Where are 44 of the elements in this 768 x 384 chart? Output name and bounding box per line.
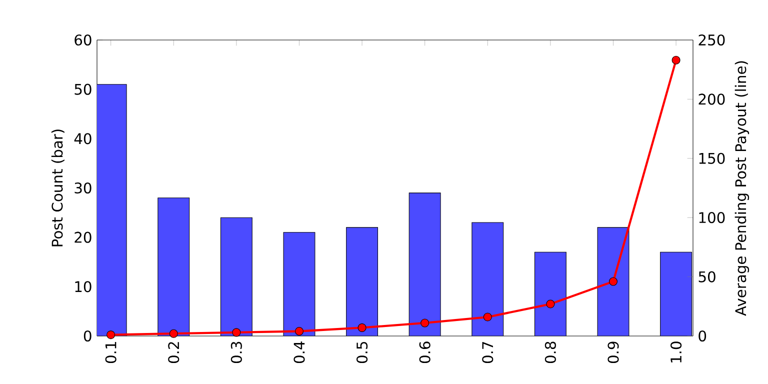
bar — [284, 232, 315, 336]
point — [608, 277, 618, 286]
x-tick-label: 0.9 — [608, 342, 619, 364]
y2-tick-label: 200 — [698, 94, 725, 105]
point — [358, 323, 366, 332]
x-tick-label: 0.1 — [105, 342, 116, 364]
point — [420, 318, 430, 328]
y-tick-label: 40 — [74, 133, 92, 144]
bar — [660, 252, 692, 336]
point — [483, 312, 492, 322]
bar — [409, 192, 441, 336]
x-tick-label: 0.6 — [419, 342, 430, 364]
x-tick-label: 0.4 — [294, 342, 305, 364]
x-tick-label: 0.5 — [356, 342, 368, 364]
y-axis-title: Post Count (bar) — [51, 130, 64, 246]
bar — [346, 227, 378, 336]
x-tick-label: 0.7 — [482, 342, 494, 364]
y2-tick-label: 150 — [699, 152, 725, 164]
bar — [472, 222, 504, 336]
point — [169, 329, 178, 338]
point — [294, 326, 304, 336]
bar — [534, 252, 566, 336]
y2-tick-label: 250 — [698, 34, 725, 46]
y2-tick-label: 50 — [698, 271, 716, 282]
point — [672, 56, 680, 64]
point — [106, 330, 116, 340]
y2-tick-label: 100 — [699, 212, 725, 224]
y2-axis-title: Average Pending Post Payout (line) — [734, 61, 750, 316]
y-tick-label: 20 — [74, 232, 92, 243]
point — [232, 328, 241, 337]
y-tick-label: 50 — [74, 84, 92, 95]
point — [546, 300, 555, 308]
y-tick-label: 0 — [84, 330, 92, 342]
bar — [598, 227, 629, 336]
x-tick-label: 0.3 — [230, 342, 242, 364]
y2-tick-label: 0 — [698, 330, 706, 342]
x-tick-label: 0.8 — [544, 342, 556, 364]
bar — [220, 218, 252, 336]
bar — [158, 198, 190, 336]
y-tick-label: 10 — [75, 281, 92, 292]
y-tick-label: 30 — [74, 182, 92, 194]
x-tick-label: 0.2 — [168, 342, 180, 364]
y-tick-label: 60 — [74, 34, 92, 46]
x-tick-label: 1.0 — [670, 342, 682, 362]
